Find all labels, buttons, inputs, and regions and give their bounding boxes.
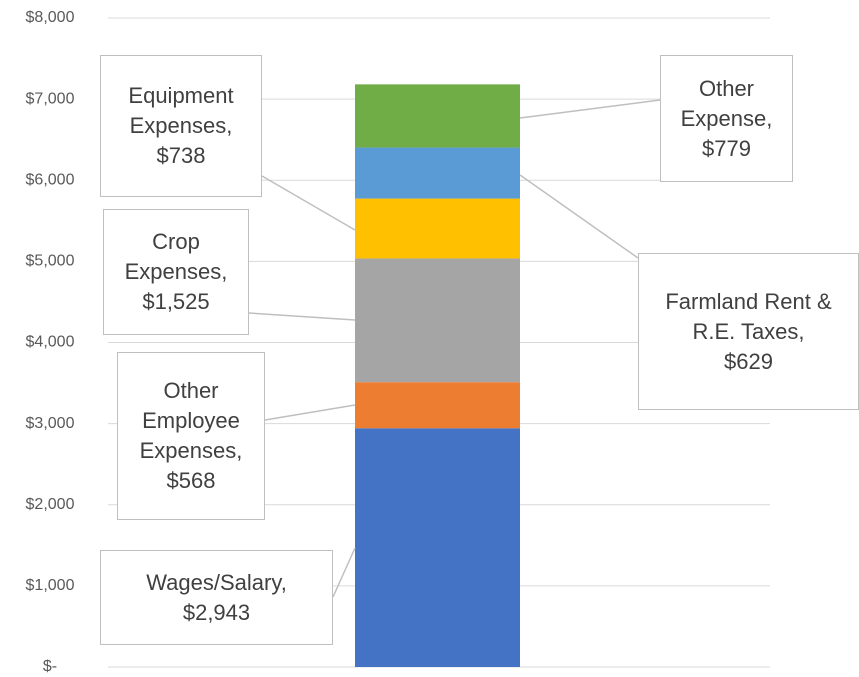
bar-segment [355, 382, 520, 429]
bar-segment [355, 258, 520, 383]
data-label: Crop Expenses$1,525 [103, 209, 249, 335]
value-label: $779 [702, 135, 751, 161]
value-label: $568 [166, 468, 216, 493]
data-label: Other Expense$779 [660, 55, 793, 182]
leader-line [332, 547, 356, 598]
value-label: $629 [724, 348, 773, 374]
series-name: Crop Expenses [110, 227, 242, 287]
leader-line [264, 404, 356, 421]
y-tick-label: $3,000 [26, 415, 75, 432]
series-name: Wages/Salary [107, 568, 326, 598]
leader-line [519, 99, 661, 119]
series-name: Other Employee Expenses [124, 376, 258, 466]
data-label: Wages/Salary$2,943 [100, 550, 333, 645]
value-label: $738 [156, 143, 206, 168]
bar-segment [355, 198, 520, 259]
bar-segment [355, 84, 520, 148]
leader-line [261, 175, 356, 231]
y-tick-label: $- [43, 658, 57, 675]
bar-segment [355, 428, 520, 667]
value-label: $1,525 [142, 289, 210, 314]
y-tick-label: $6,000 [26, 171, 75, 188]
series-name: Other Expense [667, 74, 786, 134]
y-tick-label: $5,000 [26, 253, 75, 270]
data-label: Equipment Expenses$738 [100, 55, 262, 197]
y-tick-label: $4,000 [26, 334, 75, 351]
y-tick-label: $7,000 [26, 90, 75, 107]
leader-line [519, 174, 639, 259]
data-label: Farmland Rent & R.E. Taxes$629 [638, 253, 859, 410]
bar-segment [355, 147, 520, 199]
series-name: Equipment Expenses [107, 81, 255, 141]
y-tick-label: $1,000 [26, 577, 75, 594]
leader-line [248, 312, 356, 321]
data-label: Other Employee Expenses$568 [117, 352, 265, 520]
y-tick-label: $2,000 [26, 496, 75, 513]
value-label: $2,943 [182, 599, 251, 625]
series-name: Farmland Rent & R.E. Taxes [645, 287, 852, 347]
y-tick-label: $8,000 [26, 9, 75, 26]
